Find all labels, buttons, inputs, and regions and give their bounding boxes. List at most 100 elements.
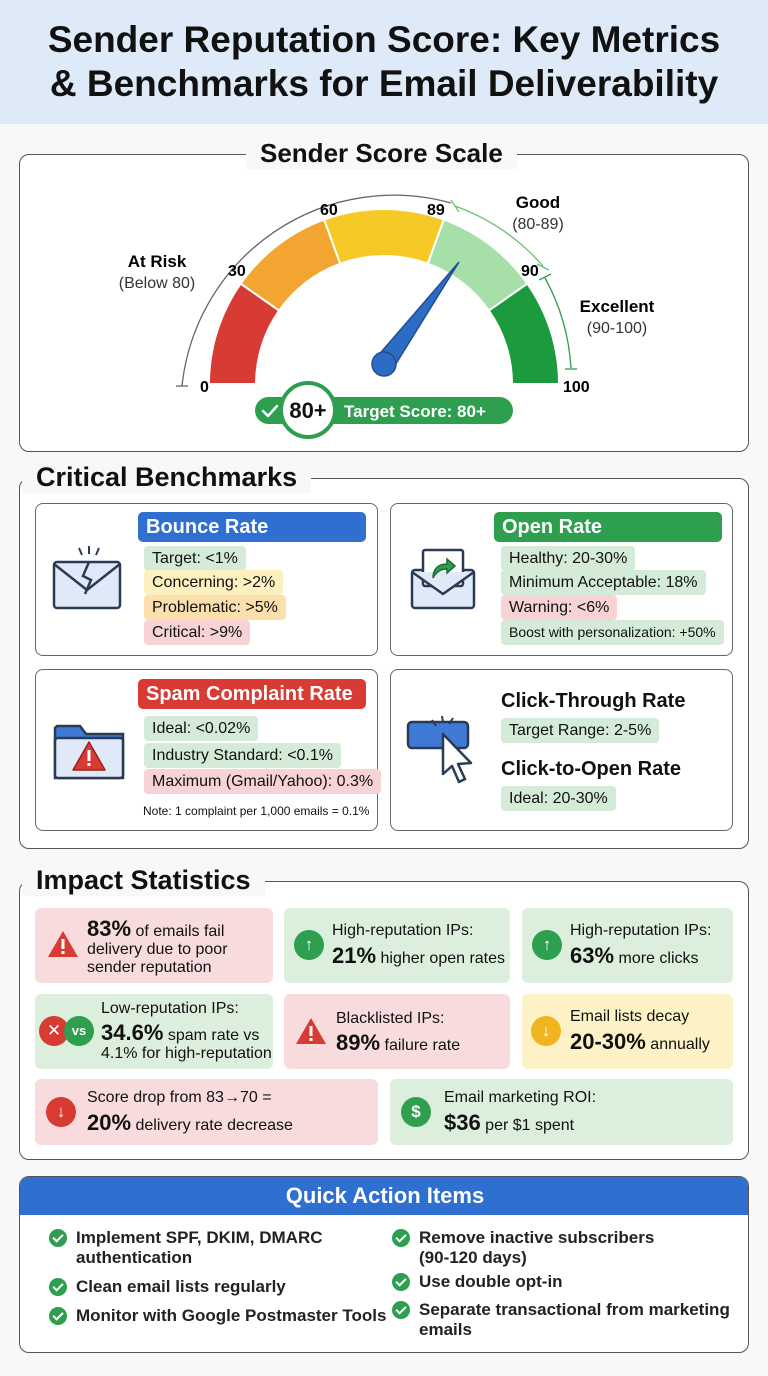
zone-at-risk-range: (Below 80) (119, 275, 195, 292)
action-spf-dkim-line2: authentication (76, 1248, 193, 1267)
warning-icon (48, 931, 78, 957)
close-icon: ✕ (39, 1016, 69, 1046)
spam-maximum: Maximum (Gmail/Yahoo): 0.3% (144, 769, 382, 794)
zone-good-range: (80-89) (512, 216, 564, 233)
check-icon (49, 1278, 67, 1296)
page-title-line1: Sender Reputation Score: Key Metrics (47, 19, 721, 60)
quick-actions-title: Quick Action Items (285, 1183, 485, 1208)
spam-ideal: Ideal: <0.02% (144, 716, 259, 741)
action-spf-dkim: Implement SPF, DKIM, DMARC authenticatio… (49, 1228, 323, 1268)
target-badge-circle (279, 381, 337, 439)
stat-more-clicks-label: High-reputation IPs: (570, 922, 712, 939)
title-banner: Sender Reputation Score: Key Metrics & B… (0, 0, 768, 124)
action-remove-inactive: Remove inactive subscribers (90-120 days… (392, 1228, 654, 1268)
impact-title: Impact Statistics (22, 865, 265, 896)
quick-actions-header (20, 1177, 748, 1215)
tick-label-60: 60 (320, 202, 338, 219)
stat-spam-rate: ✕ vs Low-reputation IPs: 34.6% spam rate… (35, 994, 273, 1069)
tick-label-0: 0 (200, 379, 209, 396)
action-separate-line2: emails (419, 1320, 472, 1339)
action-double-optin: Use double opt-in (392, 1272, 563, 1292)
stat-fail-delivery-text3: sender reputation (87, 959, 212, 976)
click-through-card: Click-Through Rate Target Range: 2-5% Cl… (390, 669, 733, 831)
open-healthy: Healthy: 20-30% (501, 546, 636, 571)
stat-more-clicks-text: more clicks (614, 950, 699, 967)
stat-roi: $ Email marketing ROI: $36 per $1 spent (390, 1079, 733, 1145)
good-bracket-end1 (450, 199, 460, 213)
envelope-share-icon (410, 548, 476, 610)
action-clean-lists: Clean email lists regularly (49, 1277, 286, 1297)
page-title-line2: & Benchmarks for Email Deliverability (49, 63, 719, 104)
stat-list-decay-label: Email lists decay (570, 1008, 690, 1025)
stat-open-rates-value: 21% (332, 943, 377, 968)
bounce-critical: Critical: >9% (144, 620, 251, 645)
zone-excellent-range: (90-100) (587, 320, 647, 337)
tick-label-100: 100 (563, 379, 590, 396)
bounce-problematic: Problematic: >5% (144, 595, 286, 620)
vs-badge: vs (64, 1016, 94, 1046)
stat-fail-delivery-text2: delivery due to poor (87, 941, 228, 958)
zone-at-risk-name: At Risk (128, 252, 187, 271)
stat-spam-rate-text: spam rate vs (163, 1027, 260, 1044)
action-separate-line1: Separate transactional from marketing (419, 1300, 730, 1319)
stat-blacklisted: Blacklisted IPs: 89% failure rate (284, 994, 510, 1069)
stat-blacklisted-text: failure rate (380, 1037, 461, 1054)
stat-open-rates: ↑ High-reputation IPs: 21% higher open r… (284, 908, 510, 983)
check-icon (49, 1229, 67, 1247)
spam-industry: Industry Standard: <0.1% (144, 743, 341, 768)
action-spf-dkim-line1: Implement SPF, DKIM, DMARC (76, 1228, 323, 1247)
action-monitor-line1: Monitor with Google Postmaster Tools (76, 1306, 387, 1325)
stat-score-drop: ↓ Score drop from 83→70 = 20% delivery r… (35, 1079, 378, 1145)
stat-score-drop-value: 20% (87, 1110, 132, 1135)
stat-score-drop-text: delivery rate decrease (131, 1117, 293, 1134)
stat-spam-rate-text2: 4.1% for high-reputation (101, 1045, 272, 1062)
ctr-title: Click-Through Rate (501, 690, 686, 712)
stat-fail-delivery-value: 83% (87, 916, 132, 941)
sender-score-gauge: 0 30 60 89 90 100 At Risk (Below 80) Goo… (119, 193, 655, 439)
down-arrow-icon: ↓ (531, 1016, 561, 1046)
sender-score-title: Sender Score Scale (246, 138, 517, 169)
good-bracket-arc (454, 205, 544, 267)
tick-label-30: 30 (228, 263, 246, 280)
open-minimum: Minimum Acceptable: 18% (501, 570, 706, 595)
warning-icon (296, 1018, 326, 1044)
stat-more-clicks-value: 63% (570, 943, 615, 968)
check-icon (392, 1229, 410, 1247)
zone-excellent-name: Excellent (580, 297, 655, 316)
gauge-segment-yellow (322, 208, 446, 266)
check-icon (392, 1301, 410, 1319)
ctr-target: Target Range: 2-5% (501, 718, 660, 743)
action-double-optin-line1: Use double opt-in (419, 1272, 563, 1291)
open-rate-title: Open Rate (494, 512, 722, 542)
check-icon (261, 404, 279, 418)
stat-list-decay-text: annually (645, 1036, 710, 1053)
gauge-outer-arc (181, 194, 452, 387)
stat-fail-delivery: 83% of emails fail delivery due to poor … (35, 908, 273, 983)
stat-score-drop-label: Score drop from 83→70 = (87, 1089, 272, 1106)
action-clean-lists-line1: Clean email lists regularly (76, 1277, 286, 1296)
gauge-needle-hub (371, 351, 397, 377)
stat-blacklisted-label: Blacklisted IPs: (336, 1010, 445, 1027)
stat-roi-label: Email marketing ROI: (444, 1089, 597, 1106)
click-cursor-icon (406, 716, 473, 784)
bounce-rate-card: Bounce Rate Target: <1% Concerning: >2% … (35, 503, 378, 656)
stat-more-clicks: ↑ High-reputation IPs: 63% more clicks (522, 908, 733, 983)
stat-open-rates-text: higher open rates (376, 950, 506, 967)
benchmarks-title: Critical Benchmarks (22, 462, 312, 493)
stat-fail-delivery-text1: of emails fail (131, 923, 225, 940)
warning-folder-icon (53, 724, 125, 780)
quick-actions-section: Quick Action Items Implement SPF, DKIM, … (19, 1176, 749, 1353)
gauge-needle (371, 261, 460, 377)
bounce-concerning: Concerning: >2% (144, 570, 284, 595)
check-icon (392, 1273, 410, 1291)
tick-label-90: 90 (521, 263, 539, 280)
spam-complaint-title: Spam Complaint Rate (138, 679, 366, 709)
tick-label-89: 89 (427, 202, 445, 219)
stat-blacklisted-value: 89% (336, 1030, 381, 1055)
stat-open-rates-label: High-reputation IPs: (332, 922, 474, 939)
good-bracket-end2 (536, 263, 550, 271)
cto-title: Click-to-Open Rate (501, 758, 682, 780)
check-icon (49, 1307, 67, 1325)
broken-envelope-icon (52, 546, 122, 610)
zone-good-name: Good (516, 193, 560, 212)
